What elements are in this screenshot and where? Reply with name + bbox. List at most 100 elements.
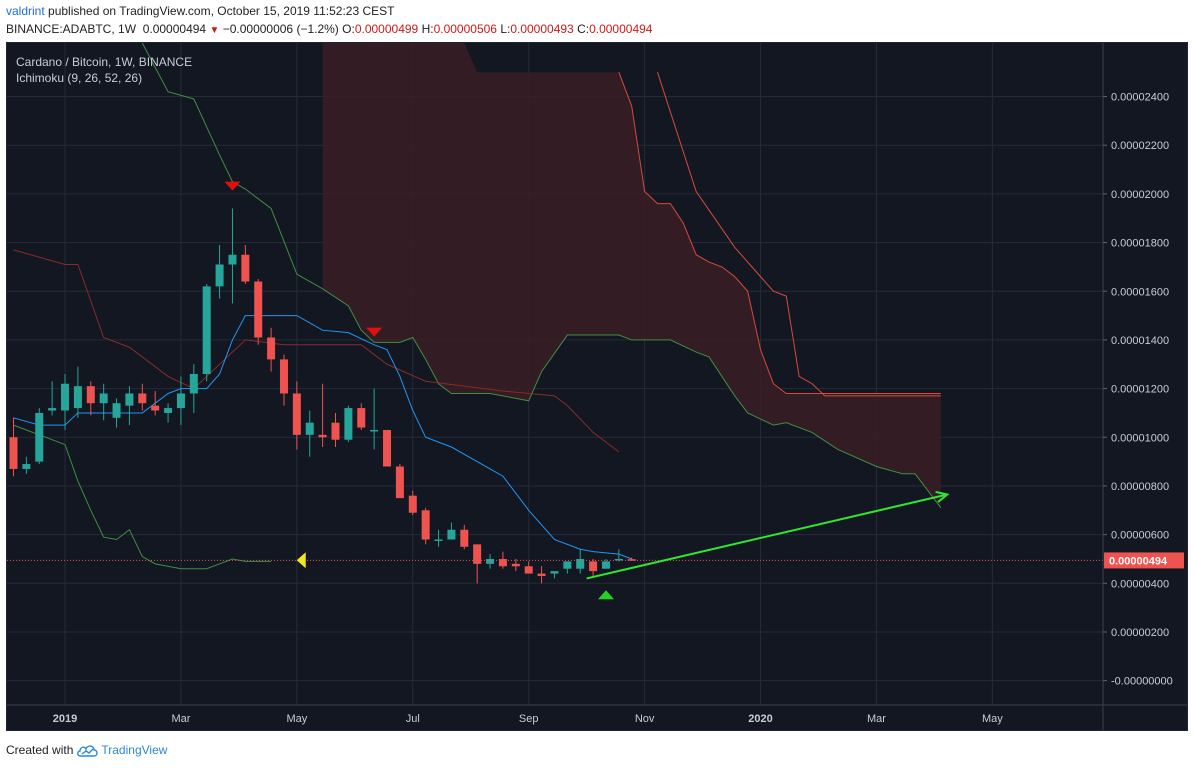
candle — [370, 388, 379, 450]
candle — [357, 403, 366, 430]
senkou-span-b-upper — [618, 72, 941, 394]
candle-body — [112, 403, 121, 418]
price-tick-label: 0.00001000 — [1111, 432, 1169, 444]
candle — [331, 412, 340, 448]
candle-body — [35, 412, 44, 462]
candle-body — [498, 558, 507, 567]
candle-body — [447, 529, 456, 540]
candle — [601, 558, 610, 569]
legend-indicator[interactable]: Ichimoku (9, 26, 52, 26) — [16, 71, 143, 85]
candle-body — [357, 408, 366, 428]
candle — [241, 245, 250, 284]
candle-body — [383, 429, 392, 467]
ohlc-header: BINANCE:ADABTC, 1W 0.00000494 ▼ −0.00000… — [6, 22, 652, 36]
candle-body — [511, 563, 520, 567]
candle-body — [576, 558, 585, 569]
candle — [576, 549, 585, 574]
price-change: −0.00000006 (−1.2%) — [222, 22, 339, 36]
grid-lines — [7, 43, 1103, 705]
candle-body — [48, 408, 57, 411]
candle — [318, 383, 327, 448]
candle-body — [305, 422, 314, 435]
candle — [292, 381, 301, 450]
candle-body — [215, 264, 224, 287]
time-axis-labels: 2019 Mar May Jul Sep Nov 2020 Mar May — [53, 713, 1003, 725]
candle — [61, 374, 70, 430]
candle — [395, 464, 404, 499]
down-triangle-marker — [366, 327, 383, 337]
chart-panel[interactable]: 0.00002400 0.00002200 0.00002000 0.00001800… — [6, 42, 1188, 731]
price-tick-label: 0.00002200 — [1111, 140, 1169, 152]
candle — [35, 408, 44, 465]
candle — [99, 383, 108, 421]
tradingview-brand[interactable]: TradingView — [77, 743, 167, 757]
candle — [22, 456, 31, 474]
candle — [305, 410, 314, 457]
candle-body — [318, 434, 327, 438]
footer-brand-text[interactable]: TradingView — [101, 743, 168, 757]
candle — [447, 522, 456, 540]
author-link[interactable]: valdrint — [6, 4, 45, 18]
open-label: O: — [342, 22, 355, 36]
candle-body — [99, 393, 108, 404]
candle-body — [460, 529, 469, 547]
current-price-badge — [1104, 552, 1184, 569]
candle-body — [176, 393, 185, 409]
candle — [189, 364, 198, 413]
candle — [434, 529, 443, 547]
candle-body — [164, 408, 173, 413]
senkou-span-a-line — [141, 43, 942, 509]
candle — [267, 327, 276, 372]
low-value: 0.00000493 — [510, 22, 574, 36]
candle-body — [241, 254, 250, 282]
candle-body — [189, 374, 198, 394]
candle-body — [408, 495, 417, 513]
open-value: 0.00000499 — [354, 22, 419, 36]
candle-body — [589, 561, 598, 572]
candle — [138, 383, 147, 411]
price-chart[interactable]: 0.00002400 0.00002200 0.00002000 0.00001800… — [7, 43, 1187, 730]
candle-body — [550, 571, 559, 574]
time-tick-label: 2019 — [53, 713, 77, 725]
candle-body — [228, 254, 237, 265]
down-triangle-marker — [224, 181, 241, 191]
price-tick-label: 0.00000600 — [1111, 530, 1169, 542]
legend-pair[interactable]: Cardano / Bitcoin, 1W, BINANCE — [16, 55, 193, 69]
candle-body — [434, 539, 443, 541]
candles — [9, 208, 636, 584]
high-value: 0.00000506 — [433, 22, 497, 36]
price-tick-label: 0.00002400 — [1111, 92, 1169, 104]
candle — [550, 571, 559, 579]
close-label: C: — [577, 22, 590, 36]
price-axis-labels: 0.00002400 0.00002200 0.00002000 0.00001800… — [1103, 92, 1173, 688]
last-price: 0.00000494 — [142, 22, 207, 36]
candle — [9, 417, 18, 477]
high-label: H: — [421, 22, 434, 36]
candle-body — [73, 386, 82, 409]
time-tick-label: Mar — [867, 713, 886, 725]
price-tick-label: 0.00001400 — [1111, 335, 1169, 347]
candle-body — [344, 408, 353, 440]
candle — [614, 549, 623, 562]
down-triangle-icon: ▼ — [209, 25, 220, 36]
candle-body — [395, 466, 404, 499]
time-tick-label: Mar — [171, 713, 190, 725]
candle-body — [279, 359, 288, 394]
candle-body — [601, 561, 610, 569]
candle — [202, 283, 211, 382]
candle — [176, 376, 185, 426]
candle — [486, 554, 495, 569]
candle — [537, 566, 546, 584]
candle — [279, 354, 288, 406]
candle — [112, 398, 121, 428]
candle — [408, 490, 417, 516]
price-tick-label: 0.00000400 — [1111, 578, 1169, 590]
candle-body — [524, 566, 533, 574]
current-price-label: 0.00000494 — [1109, 555, 1168, 567]
price-tick-label: 0.00001600 — [1111, 286, 1169, 298]
candle-body — [138, 393, 147, 404]
candle — [151, 391, 160, 416]
candle — [86, 381, 95, 416]
candle-body — [563, 561, 572, 569]
candle-body — [9, 437, 18, 469]
